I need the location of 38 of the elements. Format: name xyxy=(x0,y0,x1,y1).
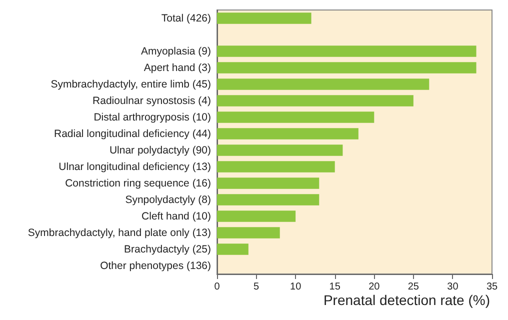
y-tick-label: Radial longitudinal deficiency (44) xyxy=(54,128,211,140)
x-tick-label: 30 xyxy=(447,282,459,292)
bar xyxy=(217,144,343,156)
x-tick-label: 5 xyxy=(254,282,260,292)
bar xyxy=(217,194,320,206)
bar xyxy=(217,244,248,255)
y-tick-label: Cleft hand (10) xyxy=(142,210,211,222)
bar xyxy=(217,178,320,189)
y-tick-label: Brachydactyly (25) xyxy=(124,243,211,256)
bar xyxy=(217,95,414,106)
y-tick-label: Synpolydactyly (8) xyxy=(125,194,211,206)
x-tick-label: 10 xyxy=(290,282,302,292)
y-tick-label: Distal arthrogryposis (10) xyxy=(94,111,211,124)
bar xyxy=(217,161,335,172)
x-tick-label: 25 xyxy=(408,282,420,292)
bar xyxy=(217,210,296,222)
y-tick-label: Symbrachydactyly, hand plate only (13) xyxy=(28,226,211,239)
y-tick-label: Symbrachydactyly, entire limb (45) xyxy=(50,78,211,90)
y-tick-label: Ulnar longitudinal deficiency (13) xyxy=(58,160,211,173)
bar xyxy=(217,227,280,238)
x-tick-label: 20 xyxy=(368,282,380,292)
bar xyxy=(217,62,476,74)
bar xyxy=(217,46,476,57)
x-tick-label: 35 xyxy=(486,282,498,292)
y-tick-label: Constriction ring sequence (16) xyxy=(65,177,211,190)
y-tick-label: Apert hand (3) xyxy=(144,62,211,74)
x-tick-label: 15 xyxy=(329,282,341,292)
bar xyxy=(217,112,374,123)
y-tick-label: Amyoplasia (9) xyxy=(140,45,211,58)
y-tick-label: Radioulnar synostosis (4) xyxy=(92,94,211,107)
y-tick-label: Total (426) xyxy=(161,12,211,24)
y-tick-label: Ulnar polydactyly (90) xyxy=(109,144,211,156)
bar xyxy=(217,78,430,90)
bar xyxy=(217,128,358,140)
x-tick-label: 0 xyxy=(214,282,220,292)
bar xyxy=(217,12,312,24)
x-axis-title: Prenatal detection rate (%) xyxy=(323,292,490,308)
y-tick-label: Other phenotypes (136) xyxy=(100,260,211,272)
